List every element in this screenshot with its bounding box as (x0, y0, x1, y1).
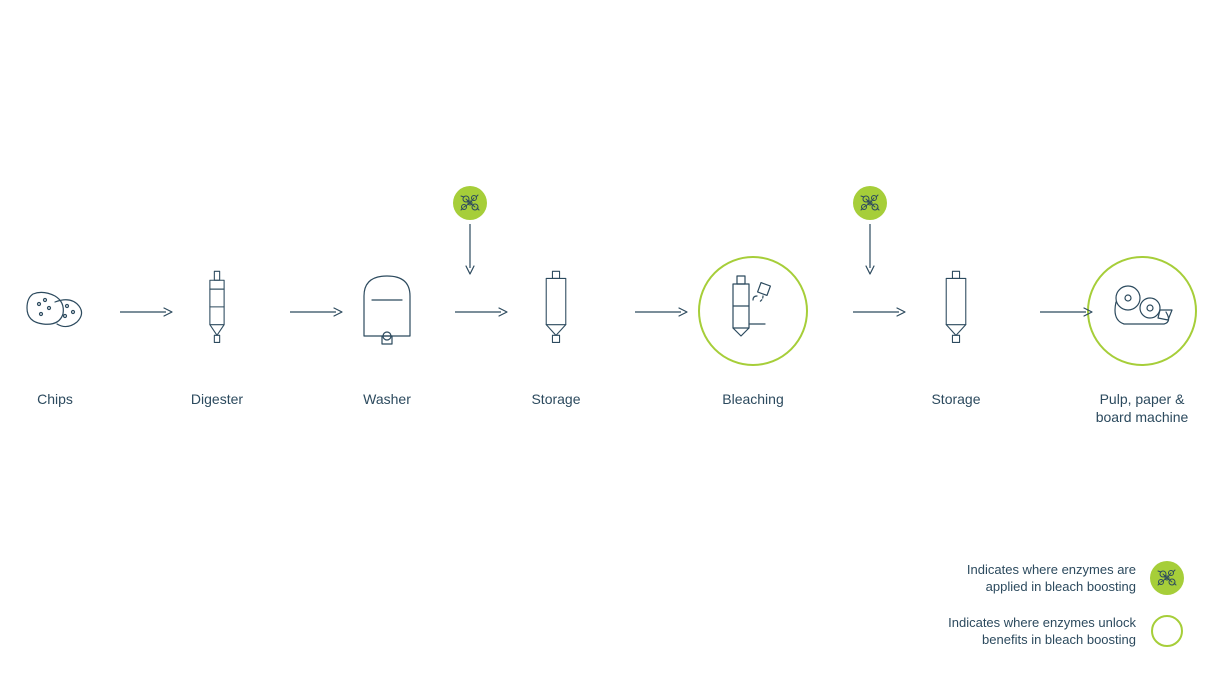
legend-row: Indicates where enzymes are applied in b… (854, 561, 1184, 596)
enzyme-arrow (864, 224, 876, 281)
machine-icon (1102, 266, 1182, 346)
ring-icon (1150, 614, 1184, 648)
legend-text: Indicates where enzymes are applied in b… (967, 561, 1136, 596)
enzyme-marker (853, 186, 887, 220)
washer-icon (347, 266, 427, 346)
legend-row: Indicates where enzymes unlock benefits … (854, 614, 1184, 649)
stage-chips (0, 266, 115, 346)
digester-icon (177, 266, 257, 346)
chips-icon (15, 266, 95, 346)
stage-washer (327, 266, 447, 346)
stage-storage1 (496, 266, 616, 346)
stage-label-washer: Washer (317, 390, 457, 408)
flow-arrow (455, 305, 509, 323)
stage-bleaching (693, 266, 813, 346)
flow-arrow (853, 305, 907, 323)
flow-arrow (120, 305, 174, 323)
flow-arrow (290, 305, 344, 323)
storage-icon (916, 266, 996, 346)
storage-icon (516, 266, 596, 346)
stage-digester (157, 266, 277, 346)
bleaching-icon (713, 266, 793, 346)
legend-text: Indicates where enzymes unlock benefits … (948, 614, 1136, 649)
enzyme-arrow (464, 224, 476, 281)
enzyme-icon (1150, 561, 1184, 595)
enzyme-marker (453, 186, 487, 220)
stage-label-chips: Chips (0, 390, 125, 408)
stage-label-storage1: Storage (486, 390, 626, 408)
stage-label-machine: Pulp, paper & board machine (1072, 390, 1212, 426)
flow-arrow (635, 305, 689, 323)
stage-label-digester: Digester (147, 390, 287, 408)
stage-storage2 (896, 266, 1016, 346)
legend: Indicates where enzymes are applied in b… (854, 543, 1184, 649)
stage-label-storage2: Storage (886, 390, 1026, 408)
stage-label-bleaching: Bleaching (683, 390, 823, 408)
stage-machine (1082, 266, 1202, 346)
flow-arrow (1040, 305, 1094, 323)
